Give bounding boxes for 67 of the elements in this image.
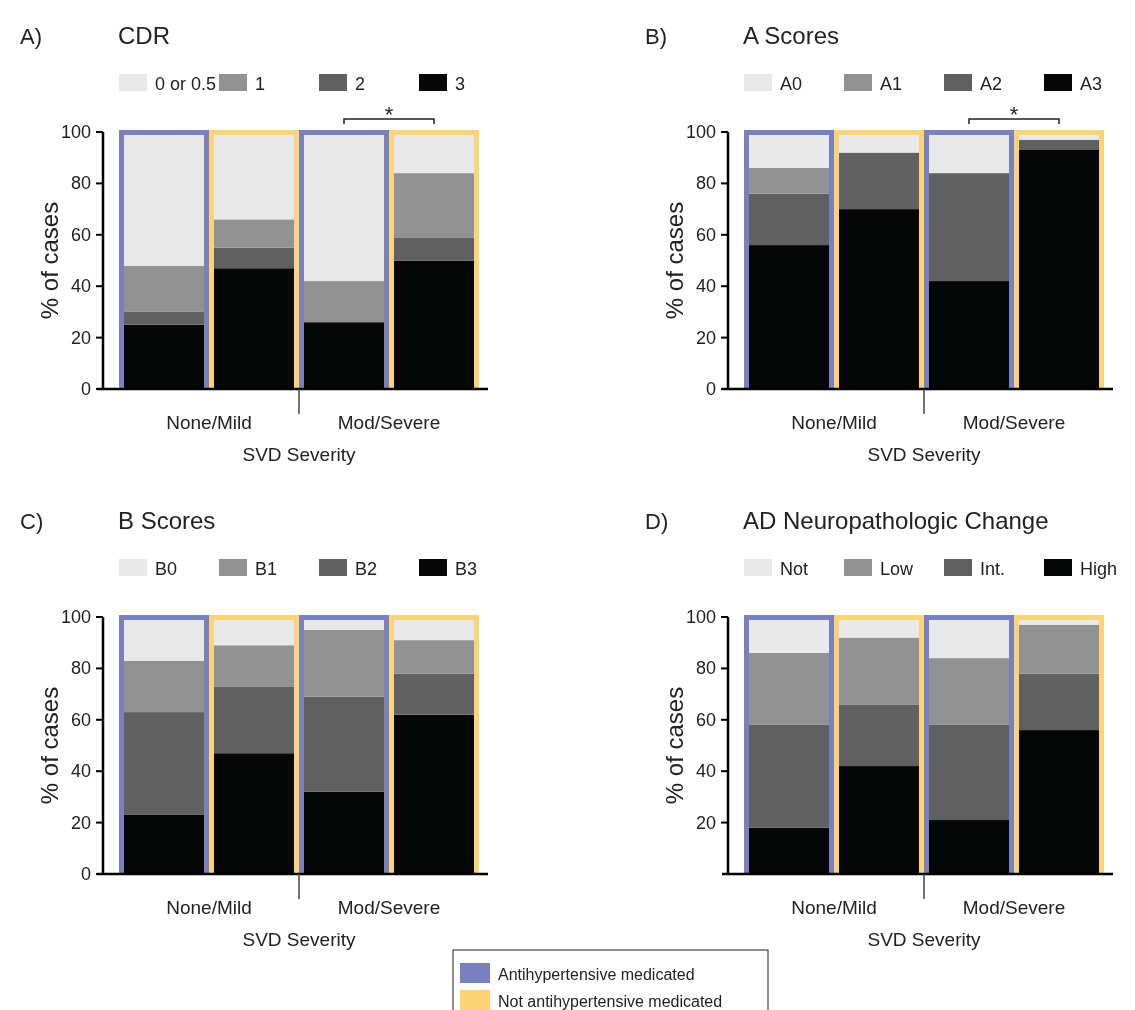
y-tick-label: 100 bbox=[685, 607, 716, 627]
legend-label: B1 bbox=[255, 559, 278, 579]
x-axis-title: SVD Severity bbox=[242, 444, 356, 465]
text: None/Mild bbox=[166, 412, 252, 433]
text: Mod/Severe bbox=[337, 412, 441, 433]
y-axis-title: % of cases bbox=[661, 201, 688, 320]
text: None/Mild bbox=[791, 897, 877, 918]
text: Mod/Severe bbox=[337, 897, 441, 918]
text: D) bbox=[645, 509, 669, 534]
legend-label: 1 bbox=[255, 74, 266, 94]
y-tick-label: 60 bbox=[695, 709, 716, 730]
legend-label: A0 bbox=[780, 74, 803, 94]
legend-label: Low bbox=[880, 559, 915, 579]
y-tick-label: 100 bbox=[60, 122, 91, 142]
text: Mod/Severe bbox=[962, 412, 1066, 433]
text: Mod/Severe bbox=[962, 897, 1066, 918]
legend-label: Int. bbox=[980, 559, 1006, 579]
y-tick-label: 80 bbox=[70, 658, 91, 679]
y-tick-label: 80 bbox=[695, 658, 716, 679]
legend-label: B0 bbox=[155, 559, 178, 579]
legend-label: B3 bbox=[455, 559, 478, 579]
y-tick-label: 80 bbox=[70, 173, 91, 194]
y-tick-label: 0 bbox=[80, 864, 91, 884]
y-tick-label: 40 bbox=[695, 276, 716, 297]
y-tick-label: 60 bbox=[695, 224, 716, 245]
y-tick-label: 40 bbox=[70, 276, 91, 297]
y-tick-label: 0 bbox=[80, 379, 91, 399]
y-tick-label: 20 bbox=[70, 812, 91, 833]
y-tick-label: 40 bbox=[70, 761, 91, 782]
text: C) bbox=[20, 509, 44, 534]
legend-label: 0 or 0.5 bbox=[155, 74, 217, 94]
category-label: Antihypertensive medicated bbox=[498, 966, 695, 983]
y-axis-title: % of cases bbox=[36, 201, 63, 320]
y-tick-label: 60 bbox=[70, 709, 91, 730]
category-label: Not antihypertensive medicated bbox=[498, 993, 723, 1010]
chart-title: AD Neuropathologic Change bbox=[743, 507, 1049, 534]
text: None/Mild bbox=[791, 412, 877, 433]
y-axis-title: % of cases bbox=[661, 686, 688, 805]
legend-label: Not bbox=[780, 559, 809, 579]
y-tick-label: 100 bbox=[685, 122, 716, 142]
y-tick-label: 20 bbox=[70, 327, 91, 348]
text: B) bbox=[645, 24, 667, 49]
x-axis-title: SVD Severity bbox=[867, 929, 981, 950]
x-axis-title: SVD Severity bbox=[242, 929, 356, 950]
chart-title: A Scores bbox=[743, 22, 840, 49]
text: * bbox=[1009, 102, 1019, 127]
text: * bbox=[384, 102, 394, 127]
text: None/Mild bbox=[166, 897, 252, 918]
y-tick-label: 100 bbox=[60, 607, 91, 627]
text: A) bbox=[20, 24, 42, 49]
y-tick-label: 40 bbox=[695, 761, 716, 782]
y-tick-label: 20 bbox=[695, 812, 716, 833]
y-axis-title: % of cases bbox=[36, 686, 63, 805]
legend-label: A3 bbox=[1080, 74, 1103, 94]
legend-label: High bbox=[1080, 559, 1118, 579]
y-tick-label: 20 bbox=[695, 327, 716, 348]
legend-label: 3 bbox=[455, 74, 466, 94]
x-axis-title: SVD Severity bbox=[867, 444, 981, 465]
chart-title: CDR bbox=[118, 22, 170, 49]
chart-title: B Scores bbox=[118, 507, 216, 534]
legend-label: 2 bbox=[355, 74, 366, 94]
y-tick-label: 80 bbox=[695, 173, 716, 194]
legend-label: B2 bbox=[355, 559, 378, 579]
legend-label: A1 bbox=[880, 74, 903, 94]
y-tick-label: 0 bbox=[705, 379, 716, 399]
y-tick-label: 60 bbox=[70, 224, 91, 245]
legend-label: A2 bbox=[980, 74, 1003, 94]
